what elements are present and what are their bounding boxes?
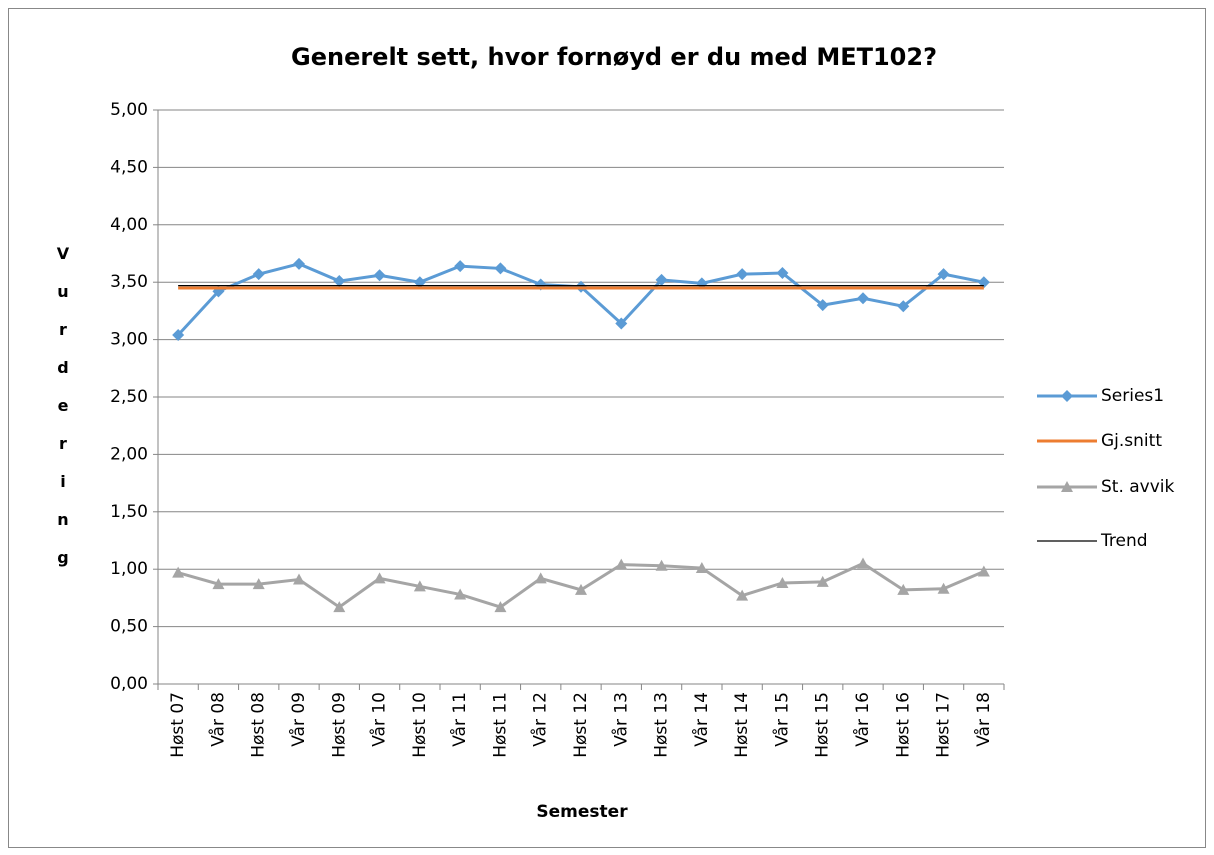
x-tick-label: Høst 12 — [571, 692, 591, 758]
x-tick-label: Vår 15 — [771, 692, 792, 747]
data-point — [695, 277, 708, 290]
data-point — [293, 573, 305, 585]
data-point — [172, 329, 185, 342]
x-tick-label: Vår 13 — [610, 692, 631, 747]
x-tick-label: Vår 12 — [530, 692, 551, 747]
data-point — [615, 317, 628, 330]
data-point — [937, 268, 950, 281]
data-point — [695, 562, 708, 574]
data-point — [615, 558, 628, 570]
data-point — [373, 269, 386, 282]
data-point — [252, 268, 265, 281]
data-point — [575, 583, 587, 595]
x-tick-label: Høst 09 — [329, 692, 349, 758]
x-tick-label: Høst 16 — [893, 692, 913, 758]
legend-marker — [1061, 390, 1073, 402]
data-point — [776, 576, 789, 588]
data-point — [454, 588, 467, 600]
x-tick-label: Høst 07 — [168, 692, 188, 758]
data-point — [857, 557, 869, 569]
data-point — [897, 583, 910, 595]
x-tick-label: Høst 17 — [934, 692, 954, 758]
data-point — [534, 572, 547, 584]
data-point — [333, 275, 346, 288]
y-tick-label: 5,00 — [110, 100, 148, 120]
y-tick-label: 3,50 — [110, 272, 148, 292]
data-point — [655, 273, 668, 286]
data-point — [816, 299, 829, 312]
data-point — [655, 559, 668, 571]
x-tick-label: Høst 08 — [249, 692, 269, 758]
data-point — [252, 578, 265, 590]
y-tick-label: 1,50 — [110, 502, 148, 522]
x-tick-label: Høst 15 — [813, 692, 833, 758]
y-tick-label: 0,50 — [110, 617, 148, 637]
y-tick-label: 4,00 — [110, 215, 148, 235]
legend-label: Series1 — [1101, 386, 1164, 406]
data-point — [937, 582, 950, 594]
chart-title: Generelt sett, hvor fornøyd er du med ME… — [291, 43, 937, 71]
data-point — [212, 578, 225, 590]
y-tick-label: 0,00 — [110, 674, 148, 694]
x-tick-label: Høst 14 — [732, 692, 752, 758]
x-tick-label: Vår 08 — [207, 692, 228, 747]
legend-label: Gj.snitt — [1101, 431, 1162, 451]
x-axis-title: Semester — [536, 802, 628, 822]
x-tick-label: Vår 16 — [852, 692, 873, 747]
data-point — [293, 257, 305, 270]
data-point — [373, 572, 386, 584]
x-tick-label: Vår 11 — [449, 692, 470, 747]
data-point — [494, 601, 507, 613]
data-point — [494, 262, 507, 275]
data-point — [736, 268, 749, 281]
data-point — [816, 575, 829, 587]
chart-border — [8, 8, 1206, 848]
data-point — [454, 260, 467, 273]
data-point — [857, 292, 869, 305]
data-point — [736, 589, 749, 601]
data-point — [977, 565, 990, 577]
data-point — [413, 580, 426, 592]
y-tick-label: 4,50 — [110, 157, 148, 177]
y-axis-title: Vurdering — [54, 244, 73, 586]
legend-label: Trend — [1100, 531, 1148, 551]
data-point — [172, 566, 185, 578]
y-tick-label: 2,50 — [110, 387, 148, 407]
x-tick-label: Høst 10 — [410, 692, 430, 758]
data-point — [776, 267, 789, 280]
x-tick-label: Vår 10 — [369, 692, 390, 747]
legend-marker — [1061, 481, 1073, 492]
y-tick-label: 1,00 — [110, 559, 148, 579]
x-tick-label: Vår 09 — [288, 692, 309, 747]
y-tick-label: 3,00 — [110, 330, 148, 350]
x-tick-label: Høst 13 — [652, 692, 672, 758]
x-tick-label: Vår 14 — [691, 692, 712, 747]
y-tick-label: 2,00 — [110, 444, 148, 464]
legend-label: St. avvik — [1101, 477, 1175, 497]
data-point — [897, 300, 910, 313]
x-tick-label: Høst 11 — [490, 692, 510, 758]
data-point — [333, 601, 346, 613]
x-tick-label: Vår 18 — [973, 692, 994, 747]
